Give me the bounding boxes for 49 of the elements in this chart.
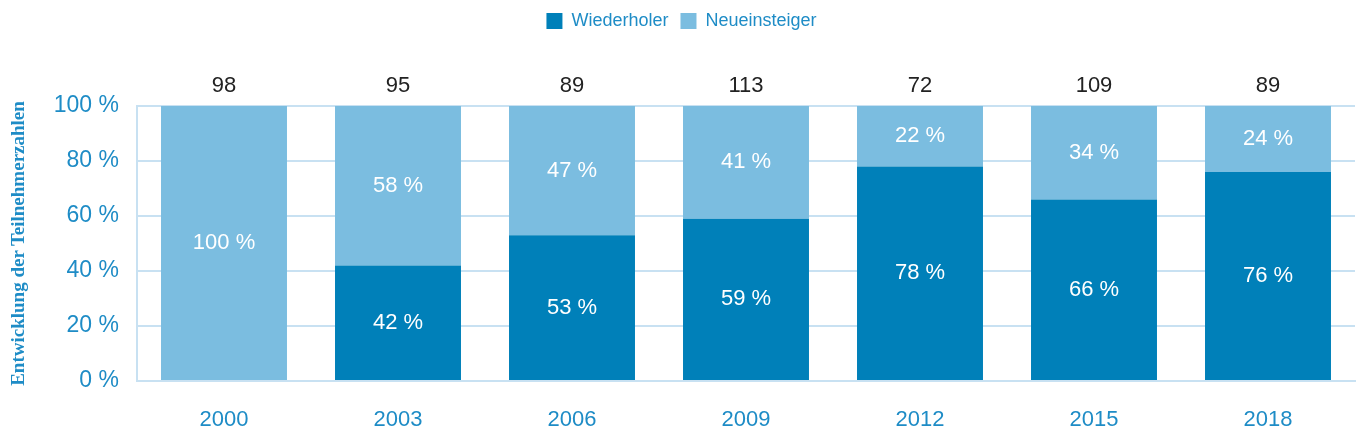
y-tick-label: 100 % [53,91,119,118]
y-tick-label: 40 % [66,256,119,283]
bar [683,218,809,380]
bar [1031,199,1157,380]
bar [1205,172,1331,380]
bar [161,106,287,380]
annotation: 98 [211,72,237,98]
data-label: 78 % [894,259,946,285]
x-tick-label: 2000 [199,406,249,432]
y-axis-title: Entwicklung der Teilnehmerzahlen [7,100,29,386]
data-label: 53 % [546,293,598,319]
bar [509,106,635,236]
x-tick-label: 2012 [895,406,945,432]
legend-label: Neueinsteiger [705,9,817,30]
data-label: 34 % [1068,138,1120,164]
x-tick-label: 2015 [1069,406,1119,432]
data-label: 76 % [1242,262,1294,288]
x-tick-label: 2009 [721,406,771,432]
annotation: 89 [559,72,585,98]
data-label: 47 % [546,156,598,182]
x-tick-label: 2018 [1243,406,1293,432]
annotation: 72 [907,72,933,98]
data-label: 100 % [192,229,256,255]
x-tick-label: 2006 [547,406,597,432]
data-label: 42 % [372,308,424,334]
bar [683,106,809,219]
data-label: 66 % [1068,275,1120,301]
data-label: 59 % [720,285,772,311]
y-tick-label: 0 % [79,366,119,393]
bar [1205,106,1331,172]
annotation: 95 [385,72,411,98]
y-tick-label: 60 % [66,201,119,228]
y-tick-label: 20 % [66,311,119,338]
data-label: 58 % [372,171,424,197]
bar [857,166,983,380]
bar [857,106,983,167]
bar [335,106,461,266]
data-label: 22 % [894,122,946,148]
data-label: 24 % [1242,125,1294,151]
legend-label: Wiederholer [571,9,669,30]
x-tick-label: 2003 [373,406,423,432]
annotation: 113 [728,72,764,98]
bar [509,235,635,380]
bar [335,265,461,380]
annotation: 89 [1255,72,1281,98]
bar [1031,106,1157,200]
annotation: 109 [1075,72,1113,98]
y-tick-label: 80 % [66,146,119,173]
data-label: 41 % [720,148,772,174]
